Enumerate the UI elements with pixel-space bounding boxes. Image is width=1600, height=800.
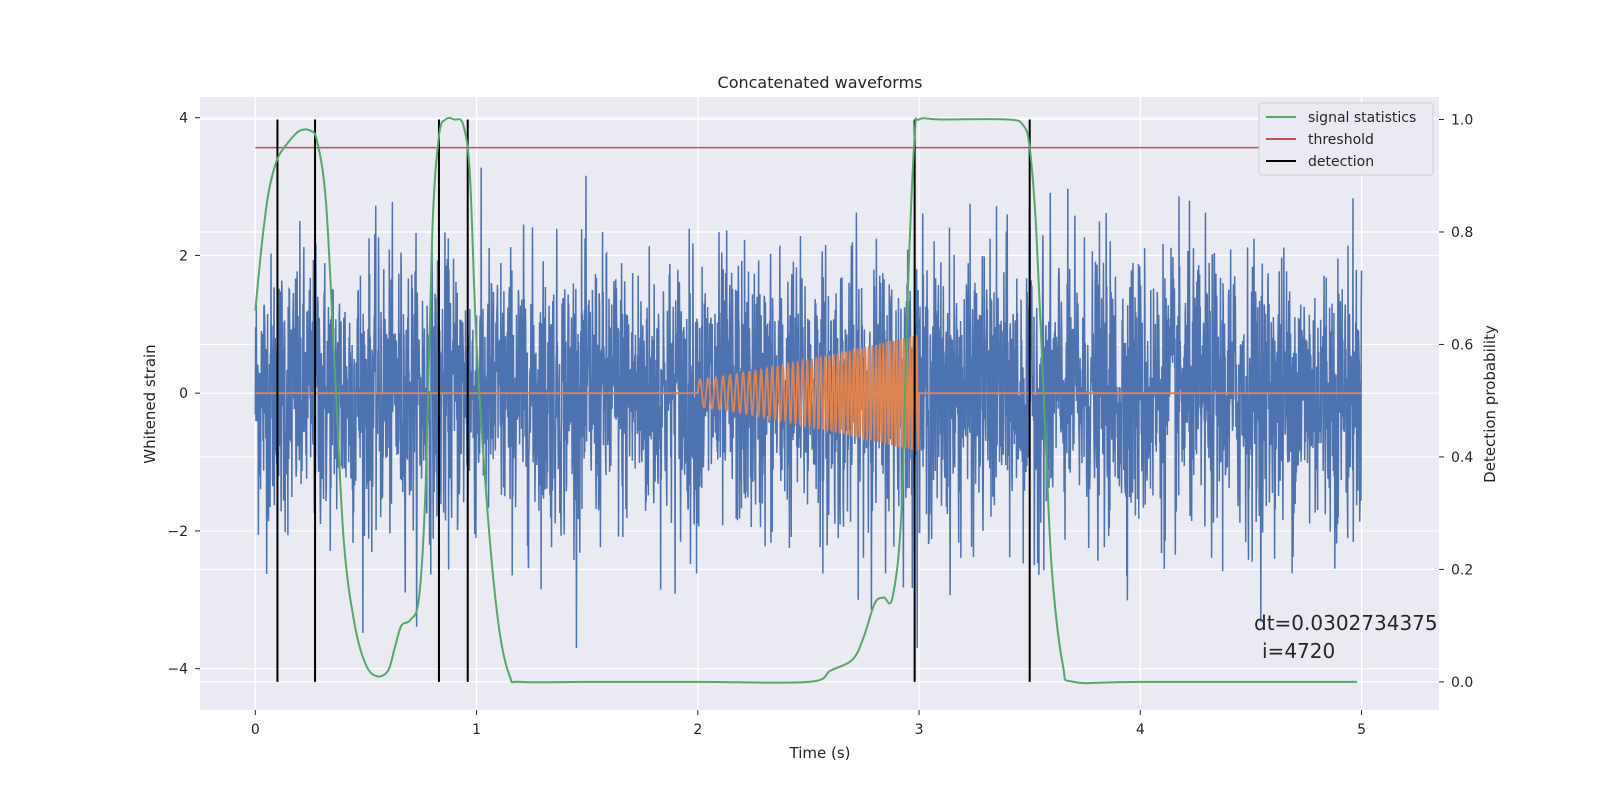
chirp-series	[255, 335, 1362, 452]
y-axis-left-label: Whitened strain	[141, 344, 159, 463]
detection-series	[276, 119, 1031, 682]
x-tick-label-0: 0	[251, 722, 260, 738]
y-left-tick-label-3: 2	[179, 248, 188, 264]
y-left-tick-label-4: 4	[179, 111, 188, 127]
y-right-tick-label-1: 0.2	[1451, 562, 1473, 578]
legend: signal statistics threshold detection	[1258, 102, 1434, 176]
x-tick-label-5: 5	[1357, 722, 1366, 738]
legend-label-detection: detection	[1308, 154, 1374, 170]
legend-label-threshold: threshold	[1308, 132, 1374, 148]
y-right-tick-label-4: 0.8	[1451, 225, 1473, 241]
chart-title: Concatenated waveforms	[718, 73, 923, 92]
y-right-tick-label-5: 1.0	[1451, 112, 1473, 128]
signal-statistics-line	[254, 117, 1358, 685]
y-left-tick-label-1: −2	[167, 524, 188, 540]
x-tick-label-4: 4	[1136, 722, 1145, 738]
x-tick-label-2: 2	[693, 722, 702, 738]
signal-statistics-series	[254, 117, 1358, 685]
chirp-line	[255, 335, 1362, 452]
x-tick-label-3: 3	[915, 722, 924, 738]
annotation-dt: dt=0.0302734375	[1254, 611, 1438, 635]
y-left-tick-label-2: 0	[179, 386, 188, 402]
x-axis-label: Time (s)	[789, 744, 851, 762]
legend-box	[1258, 102, 1434, 176]
y-right-tick-label-2: 0.4	[1451, 450, 1473, 466]
y-right-tick-label-3: 0.6	[1451, 337, 1473, 353]
y-left-tick-label-0: −4	[167, 662, 188, 678]
y-right-tick-label-0: 0.0	[1451, 675, 1473, 691]
legend-label-signal-statistics: signal statistics	[1308, 110, 1416, 126]
y-axis-right-label: Detection probability	[1481, 325, 1499, 483]
axis-ticks: 0 1 2 3 4 5 −4 −2 0 2 4 0.0 0.2 0.4 0.6 0.8 1.0	[167, 111, 1473, 738]
x-tick-label-1: 1	[472, 722, 481, 738]
annotation-i: i=4720	[1262, 639, 1335, 663]
